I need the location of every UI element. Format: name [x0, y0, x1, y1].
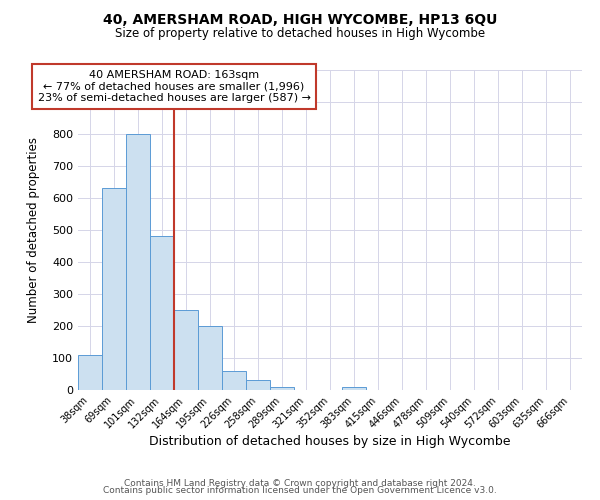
Bar: [246, 380, 270, 390]
Text: Contains public sector information licensed under the Open Government Licence v3: Contains public sector information licen…: [103, 486, 497, 495]
Text: Contains HM Land Registry data © Crown copyright and database right 2024.: Contains HM Land Registry data © Crown c…: [124, 478, 476, 488]
Bar: [102, 188, 126, 390]
Text: 40, AMERSHAM ROAD, HIGH WYCOMBE, HP13 6QU: 40, AMERSHAM ROAD, HIGH WYCOMBE, HP13 6Q…: [103, 12, 497, 26]
Bar: [150, 236, 174, 390]
Text: Size of property relative to detached houses in High Wycombe: Size of property relative to detached ho…: [115, 28, 485, 40]
Bar: [270, 387, 294, 390]
Y-axis label: Number of detached properties: Number of detached properties: [26, 137, 40, 323]
Bar: [342, 387, 366, 390]
X-axis label: Distribution of detached houses by size in High Wycombe: Distribution of detached houses by size …: [149, 436, 511, 448]
Bar: [174, 310, 198, 390]
Bar: [222, 371, 246, 390]
Bar: [78, 355, 102, 390]
Bar: [198, 326, 222, 390]
Bar: [126, 134, 150, 390]
Text: 40 AMERSHAM ROAD: 163sqm
← 77% of detached houses are smaller (1,996)
23% of sem: 40 AMERSHAM ROAD: 163sqm ← 77% of detach…: [37, 70, 311, 103]
